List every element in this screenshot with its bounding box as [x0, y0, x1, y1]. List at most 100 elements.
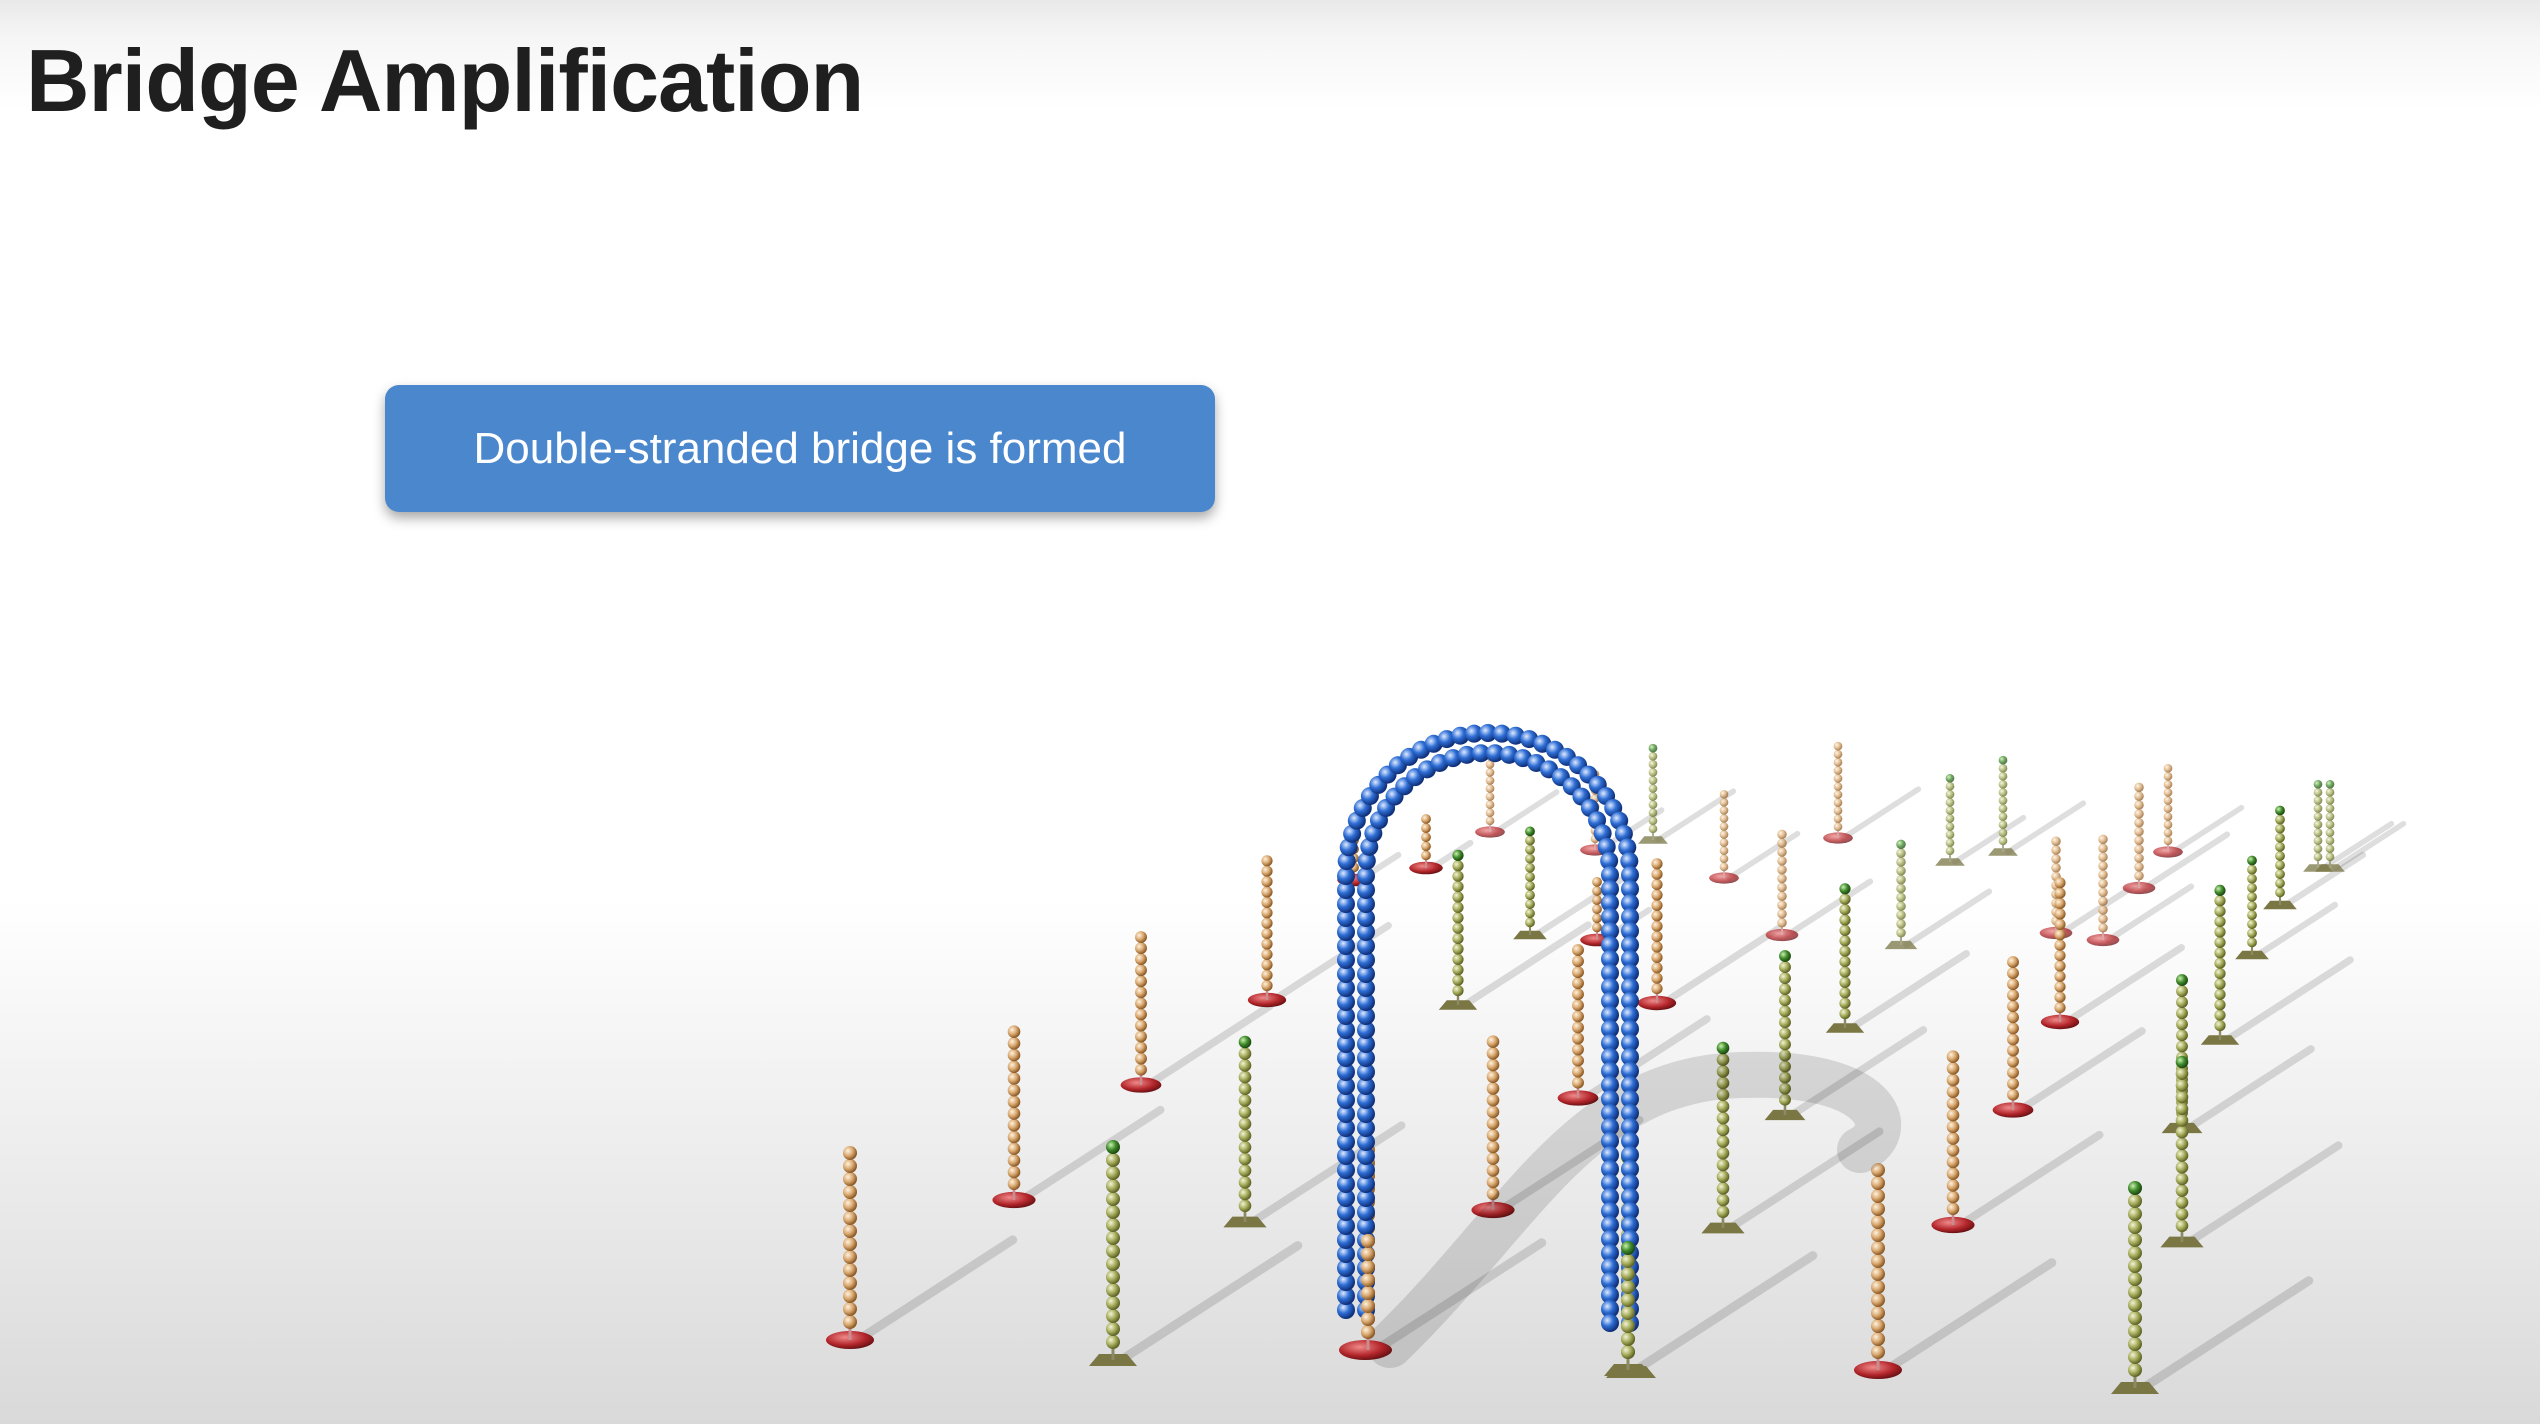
- nucleotide-bead: [2007, 1011, 2019, 1024]
- nucleotide-bead: [1946, 1050, 1960, 1063]
- nucleotide-bead: [2128, 1363, 2142, 1377]
- nucleotide-bead: [1651, 941, 1663, 953]
- nucleotide-bead: [1135, 1008, 1147, 1021]
- bridge-bead-inner: [1601, 1286, 1619, 1304]
- nucleotide-bead: [1779, 1071, 1791, 1084]
- nucleotide-bead: [1998, 804, 2008, 813]
- nucleotide-bead: [2007, 1066, 2019, 1079]
- nucleotide-bead: [2051, 862, 2061, 873]
- forward-strand: [1765, 829, 1799, 942]
- nucleotide-bead: [2175, 1207, 2189, 1221]
- nucleotide-bead: [2098, 878, 2108, 889]
- bridge-bead-outer: [1337, 1077, 1355, 1095]
- nucleotide-bead: [1871, 1215, 1885, 1229]
- nucleotide-bead: [2175, 1055, 2189, 1069]
- nucleotide-bead: [1716, 1193, 1730, 1207]
- nucleotide-bead: [1486, 1035, 1500, 1048]
- nucleotide-bead: [2128, 1337, 2142, 1351]
- nucleotide-bead: [1572, 1010, 1584, 1023]
- reverse-strand: [1935, 773, 1965, 866]
- nucleotide-bead: [1261, 948, 1273, 961]
- nucleotide-bead: [1525, 908, 1535, 919]
- bridge-bead-outer: [1337, 1105, 1355, 1123]
- strand-shadow: [2185, 1141, 2343, 1247]
- nucleotide-bead: [2098, 869, 2108, 880]
- nucleotide-bead: [1261, 865, 1273, 877]
- nucleotide-bead: [2214, 988, 2226, 1001]
- nucleotide-bead: [1648, 808, 1658, 818]
- nucleotide-bead: [2134, 826, 2144, 837]
- nucleotide-bead: [2098, 905, 2108, 915]
- nucleotide-bead: [1998, 836, 2008, 846]
- nucleotide-bead: [2313, 779, 2323, 789]
- forward-strand: [1409, 814, 1443, 875]
- forward-strand: [1361, 1234, 1375, 1350]
- nucleotide-bead: [1777, 829, 1787, 840]
- nucleotide-bead: [1871, 1293, 1885, 1307]
- nucleotide-bead: [1135, 1041, 1147, 1054]
- nucleotide-bead: [1833, 806, 1843, 816]
- nucleotide-bead: [1896, 866, 1906, 876]
- nucleotide-bead: [2275, 823, 2285, 834]
- nucleotide-bead: [1007, 1025, 1021, 1038]
- nucleotide-bead: [1485, 784, 1495, 793]
- nucleotide-bead: [1621, 1267, 1635, 1281]
- bridge-bead-inner: [1357, 951, 1375, 969]
- bridge-bead-inner: [1601, 894, 1619, 912]
- nucleotide-bead: [2054, 898, 2066, 910]
- bridge-bead-outer: [1337, 1119, 1355, 1137]
- nucleotide-bead: [2163, 836, 2173, 846]
- nucleotide-bead: [1525, 844, 1535, 855]
- nucleotide-bead: [2325, 836, 2335, 846]
- nucleotide-bead: [1779, 1038, 1791, 1051]
- bridge-bead-outer: [1479, 724, 1497, 742]
- nucleotide-bead: [1946, 1155, 1960, 1169]
- nucleotide-bead: [1007, 1095, 1021, 1109]
- bridge-bead-inner: [1601, 1006, 1619, 1024]
- nucleotide-bead: [1716, 1205, 1730, 1219]
- nucleotide-bead: [1839, 987, 1851, 999]
- nucleotide-bead: [1946, 1120, 1960, 1134]
- nucleotide-bead: [2325, 852, 2335, 862]
- nucleotide-bead: [1648, 743, 1658, 753]
- nucleotide-bead: [1871, 1306, 1885, 1320]
- nucleotide-bead: [1648, 792, 1658, 801]
- nucleotide-bead: [2176, 985, 2188, 998]
- nucleotide-bead: [843, 1185, 857, 1199]
- bridge-bead-outer: [1337, 937, 1355, 955]
- nucleotide-bead: [1777, 918, 1787, 928]
- nucleotide-bead: [1486, 1117, 1500, 1130]
- nucleotide-bead: [1716, 1135, 1730, 1148]
- reverse-strand: [1825, 883, 1865, 1033]
- nucleotide-bead: [2134, 835, 2144, 846]
- nucleotide-bead: [1135, 953, 1147, 966]
- bridge-bead-inner: [1357, 881, 1375, 899]
- nucleotide-bead: [1452, 901, 1464, 914]
- nucleotide-bead: [1486, 1093, 1500, 1107]
- nucleotide-bead: [1135, 997, 1147, 1010]
- bridge-bead-inner: [1357, 1175, 1375, 1193]
- nucleotide-bead: [1833, 766, 1843, 775]
- reverse-strand: [1764, 950, 1806, 1121]
- nucleotide-bead: [1621, 1306, 1635, 1320]
- bridge-bead-outer: [1621, 1160, 1639, 1178]
- nucleotide-bead: [1106, 1296, 1120, 1310]
- nucleotide-bead: [1261, 896, 1273, 909]
- nucleotide-bead: [1486, 1175, 1500, 1189]
- nucleotide-bead: [1779, 950, 1791, 962]
- strand-shadow: [2015, 1027, 2146, 1114]
- nucleotide-bead: [1486, 1070, 1500, 1084]
- strand-shadow: [1952, 814, 2027, 865]
- nucleotide-bead: [2325, 812, 2335, 821]
- nucleotide-bead: [1998, 796, 2008, 805]
- nucleotide-bead: [1839, 883, 1851, 895]
- nucleotide-bead: [1839, 904, 1851, 916]
- nucleotide-bead: [1779, 1005, 1791, 1018]
- nucleotide-bead: [2247, 919, 2257, 930]
- bridge-bead-inner: [1357, 1091, 1375, 1109]
- nucleotide-bead: [1452, 860, 1464, 872]
- nucleotide-bead: [1833, 782, 1843, 791]
- nucleotide-bead: [1833, 798, 1843, 807]
- nucleotide-bead: [1572, 1043, 1584, 1056]
